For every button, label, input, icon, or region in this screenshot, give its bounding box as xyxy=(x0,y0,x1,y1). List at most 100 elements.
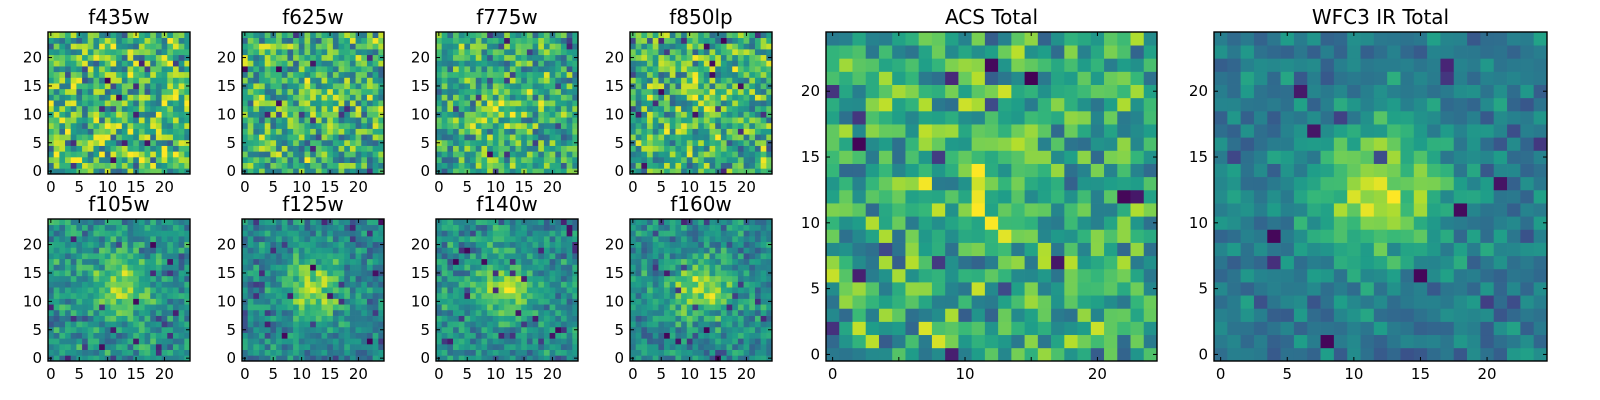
heatmap-cell xyxy=(310,241,317,248)
heatmap-cell xyxy=(355,304,362,311)
heatmap-cell xyxy=(732,105,739,112)
heatmap-cell xyxy=(647,54,654,61)
heatmap-cell xyxy=(464,128,471,135)
heatmap-cell xyxy=(366,287,373,294)
heatmap-cell xyxy=(378,315,385,322)
heatmap-cell xyxy=(355,105,362,112)
heatmap-cell xyxy=(686,275,693,282)
heatmap-cell xyxy=(509,83,516,90)
heatmap-cell xyxy=(321,151,328,158)
heatmap-cell xyxy=(264,156,271,163)
heatmap-cell xyxy=(532,292,539,299)
heatmap-cell xyxy=(481,168,488,175)
heatmap-cell xyxy=(492,83,499,90)
heatmap-cell xyxy=(737,77,744,84)
heatmap-cell xyxy=(709,304,716,311)
heatmap-cell xyxy=(121,94,128,101)
heatmap-cell xyxy=(458,338,465,345)
heatmap-cell xyxy=(658,128,665,135)
heatmap-cell xyxy=(720,168,727,175)
heatmap-cell xyxy=(498,168,505,175)
heatmap-cell xyxy=(321,156,328,163)
heatmap-cell xyxy=(743,71,750,78)
heatmap-cell xyxy=(749,343,756,350)
heatmap-cell xyxy=(515,111,522,118)
heatmap-cell xyxy=(492,292,499,299)
heatmap-cell xyxy=(59,338,66,345)
heatmap-cell xyxy=(138,37,145,44)
heatmap-cell xyxy=(647,88,654,95)
heatmap-cell xyxy=(492,134,499,141)
heatmap-cell xyxy=(344,105,351,112)
heatmap-cell xyxy=(327,309,334,316)
heatmap-cell xyxy=(675,94,682,101)
heatmap-cell xyxy=(470,77,477,84)
heatmap-cell xyxy=(70,156,77,163)
heatmap-cell xyxy=(82,88,89,95)
heatmap-cell xyxy=(276,236,283,243)
heatmap-cell xyxy=(481,162,488,169)
heatmap-cell xyxy=(630,145,637,152)
heatmap-cell xyxy=(264,134,271,141)
heatmap-cell xyxy=(754,292,761,299)
heatmap-cell xyxy=(475,105,482,112)
heatmap-cell xyxy=(669,32,676,39)
heatmap-cell xyxy=(59,355,66,362)
heatmap-cell xyxy=(167,326,174,333)
heatmap-cell xyxy=(155,122,162,129)
heatmap-cell xyxy=(447,264,454,271)
heatmap-cell xyxy=(492,309,499,316)
heatmap-cell xyxy=(150,236,157,243)
heatmap-cell xyxy=(276,71,283,78)
heatmap-cell xyxy=(641,304,648,311)
heatmap-cell xyxy=(737,309,744,316)
heatmap-cell xyxy=(441,349,448,356)
heatmap-cell xyxy=(293,54,300,61)
heatmap-cell xyxy=(630,349,637,356)
heatmap-cell xyxy=(259,156,266,163)
heatmap-cell xyxy=(675,117,682,124)
heatmap-cell xyxy=(293,122,300,129)
heatmap-cell xyxy=(150,105,157,112)
heatmap-cell xyxy=(749,326,756,333)
heatmap-cell xyxy=(647,151,654,158)
heatmap-cell xyxy=(138,287,145,294)
heatmap-cell xyxy=(458,139,465,146)
heatmap-cell xyxy=(475,230,482,237)
heatmap-cell xyxy=(133,77,140,84)
heatmap-cell xyxy=(703,326,710,333)
y-tick-label: 5 xyxy=(420,134,430,152)
x-tick-label: 5 xyxy=(268,178,278,196)
heatmap-cell xyxy=(127,298,134,305)
heatmap-cell xyxy=(70,88,77,95)
heatmap-cell xyxy=(293,241,300,248)
heatmap-cell xyxy=(686,88,693,95)
heatmap-cell xyxy=(630,292,637,299)
heatmap-cell xyxy=(464,100,471,107)
heatmap-cell xyxy=(760,338,767,345)
heatmap-cell xyxy=(121,349,128,356)
heatmap-cell xyxy=(492,326,499,333)
heatmap-cell xyxy=(549,66,556,73)
heatmap-cell xyxy=(498,343,505,350)
heatmap-cell xyxy=(133,326,140,333)
heatmap-cell xyxy=(144,298,151,305)
heatmap-cell xyxy=(669,168,676,175)
heatmap-cell xyxy=(458,122,465,129)
heatmap-cell xyxy=(155,43,162,50)
heatmap-cell xyxy=(121,77,128,84)
heatmap-cell xyxy=(720,71,727,78)
heatmap-cell xyxy=(498,230,505,237)
heatmap-cell xyxy=(658,71,665,78)
heatmap-cell xyxy=(760,287,767,294)
heatmap-cell xyxy=(458,309,465,316)
heatmap-cell xyxy=(572,230,579,237)
heatmap-cell xyxy=(332,287,339,294)
heatmap-cell xyxy=(298,88,305,95)
heatmap-cell xyxy=(344,156,351,163)
heatmap-cell xyxy=(355,145,362,152)
heatmap-cell xyxy=(116,241,123,248)
heatmap-cell xyxy=(549,94,556,101)
heatmap-cell xyxy=(287,32,294,39)
heatmap-cell xyxy=(276,134,283,141)
